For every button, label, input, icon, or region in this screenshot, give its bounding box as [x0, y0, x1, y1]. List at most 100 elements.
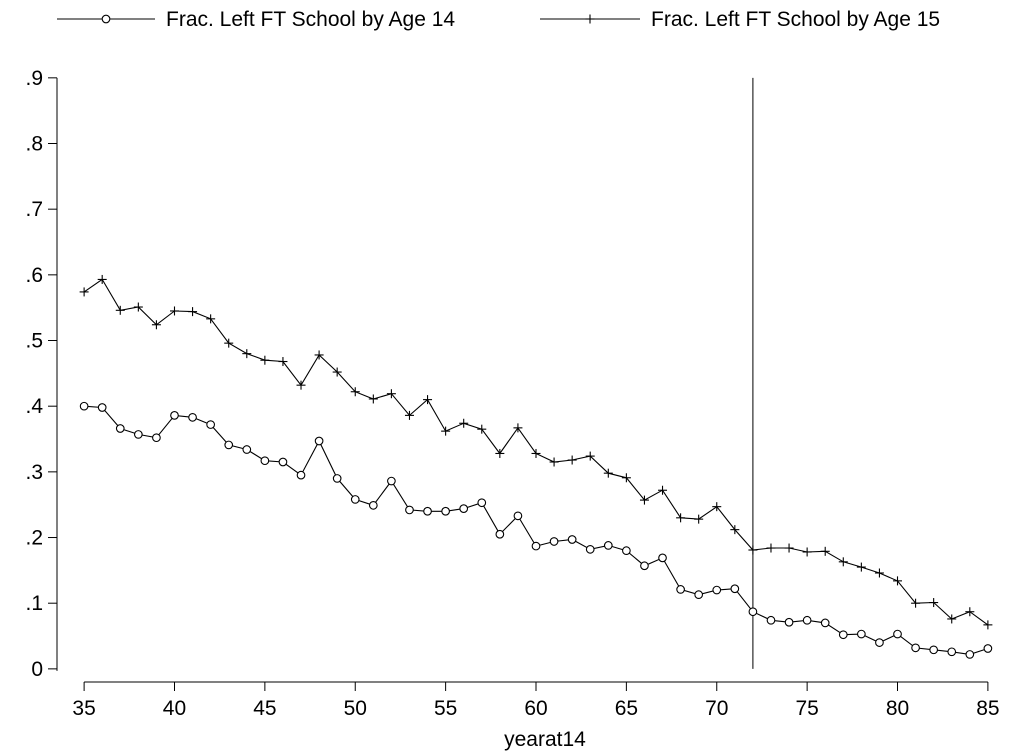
- data-point-plus: [386, 389, 396, 399]
- data-point-circle: [242, 445, 252, 454]
- data-point-plus: [404, 410, 414, 420]
- data-point-circle: [875, 638, 884, 647]
- data-point-plus: [965, 607, 975, 617]
- data-point-circle: [368, 500, 378, 510]
- data-point-plus: [567, 455, 577, 465]
- data-point-plus: [766, 543, 776, 553]
- data-point-circle: [585, 544, 595, 554]
- data-point-plus: [459, 418, 469, 428]
- data-point-plus: [929, 598, 939, 608]
- data-point-plus: [784, 543, 794, 553]
- data-point-plus: [893, 576, 903, 586]
- data-point-circle: [603, 541, 613, 550]
- data-point-circle: [730, 584, 740, 594]
- data-point-plus: [188, 307, 198, 317]
- data-point-circle: [784, 617, 794, 627]
- data-point-plus: [911, 598, 921, 608]
- y-tick-label: .7: [25, 198, 43, 221]
- data-point-circle: [748, 607, 758, 617]
- data-point-plus: [676, 513, 686, 523]
- data-point-circle: [314, 436, 324, 446]
- legend-label: Frac. Left FT School by Age 15: [651, 8, 940, 31]
- data-point-circle: [350, 495, 360, 504]
- data-point-plus: [115, 305, 125, 315]
- data-point-plus: [585, 14, 595, 24]
- data-point-circle: [549, 537, 559, 546]
- data-point-circle: [694, 590, 704, 600]
- x-tick-label: 40: [163, 697, 186, 720]
- data-point-circle: [676, 585, 685, 594]
- data-point-plus: [206, 314, 216, 324]
- data-point-plus: [549, 457, 559, 467]
- data-point-circle: [441, 506, 450, 516]
- data-point-plus: [332, 367, 342, 377]
- data-point-plus: [495, 448, 505, 458]
- data-point-plus: [423, 395, 433, 405]
- y-tick-label: .4: [25, 395, 43, 418]
- data-point-plus: [260, 355, 270, 365]
- data-point-plus: [748, 545, 758, 555]
- data-point-circle: [206, 420, 215, 429]
- data-point-circle: [640, 561, 649, 571]
- data-point-plus: [296, 380, 306, 390]
- legend: Frac. Left FT School by Age 14 Frac. Left…: [57, 8, 940, 31]
- data-point-plus: [350, 387, 360, 397]
- data-point-plus: [856, 562, 866, 572]
- data-point-plus: [820, 546, 830, 556]
- data-point-circle: [170, 411, 179, 420]
- y-tick-label: .6: [25, 264, 43, 287]
- data-point-circle: [332, 474, 342, 483]
- series-layer: [79, 274, 993, 659]
- x-axis: 35 40 45 50 55 60 65 70 75 80 85: [72, 681, 1000, 720]
- data-point-circle: [405, 505, 414, 515]
- data-point-plus: [531, 448, 541, 458]
- series-1: [79, 401, 993, 659]
- data-point-plus: [314, 350, 324, 360]
- data-point-plus: [477, 424, 487, 434]
- data-point-circle: [893, 629, 902, 639]
- data-point-circle: [278, 457, 288, 467]
- data-point-plus: [658, 485, 668, 495]
- data-point-plus: [639, 495, 649, 505]
- x-tick-label: 70: [705, 697, 728, 720]
- y-tick-label: .3: [25, 461, 43, 484]
- y-tick-label: .9: [25, 67, 43, 90]
- data-point-circle: [224, 440, 234, 450]
- data-point-plus: [983, 620, 993, 630]
- data-point-circle: [820, 618, 830, 628]
- data-point-plus: [133, 302, 143, 312]
- data-point-plus: [712, 502, 722, 512]
- x-tick-label: 85: [976, 697, 999, 720]
- x-tick-label: 80: [886, 697, 909, 720]
- data-point-plus: [242, 349, 252, 359]
- data-point-circle: [658, 553, 667, 563]
- data-point-circle: [79, 401, 89, 411]
- data-point-plus: [151, 320, 161, 330]
- data-point-plus: [874, 568, 884, 578]
- data-point-circle: [115, 424, 125, 433]
- data-point-circle: [423, 506, 432, 516]
- data-point-circle: [296, 470, 306, 480]
- y-tick-label: 0: [31, 658, 43, 681]
- data-point-circle: [838, 630, 848, 640]
- data-point-plus: [79, 287, 89, 297]
- x-axis-title: yearat14: [504, 728, 586, 751]
- x-tick-label: 50: [344, 697, 367, 720]
- y-axis: 0 .1 .2 .3 .4 .5 .6 .7 .8 .9: [25, 67, 58, 681]
- legend-item-1: Frac. Left FT School by Age 14: [57, 8, 455, 31]
- data-point-plus: [224, 338, 234, 348]
- data-point-plus: [513, 423, 523, 433]
- data-point-circle: [260, 456, 270, 466]
- data-point-plus: [838, 557, 848, 567]
- x-tick-label: 65: [615, 697, 638, 720]
- data-point-plus: [730, 525, 740, 535]
- data-point-circle: [802, 615, 812, 625]
- data-point-plus: [603, 468, 613, 478]
- y-tick-label: .5: [25, 330, 43, 353]
- data-point-circle: [133, 430, 143, 439]
- data-point-plus: [441, 426, 451, 436]
- series-2: [79, 274, 993, 630]
- data-point-circle: [97, 403, 107, 412]
- data-point-circle: [152, 433, 161, 443]
